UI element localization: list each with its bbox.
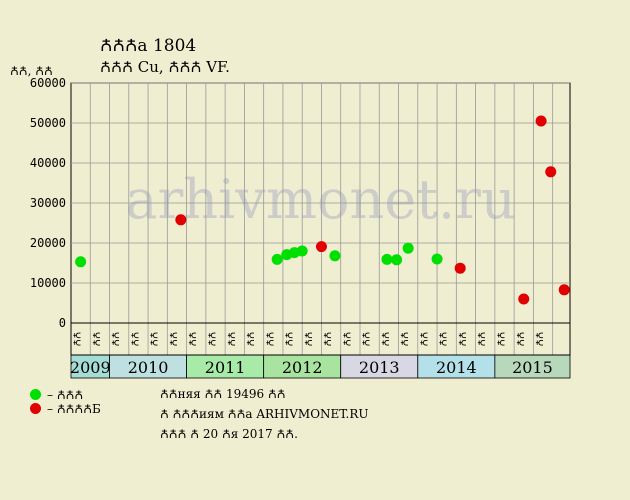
legend-red-label: – ꙈꙈꙈꙈБ <box>47 402 101 416</box>
data-point-green <box>329 250 341 262</box>
month-label: ꙈꙈ <box>477 332 488 347</box>
month-label: ꙈꙈ <box>265 332 276 347</box>
year-label: 2014 <box>436 358 477 377</box>
month-label: ꙈꙈ <box>285 332 296 347</box>
month-label: ꙈꙈ <box>458 332 469 347</box>
month-label: ꙈꙈ <box>419 332 430 347</box>
watermark: arhivmonet.ru <box>125 168 515 231</box>
month-label: ꙈꙈ <box>150 332 161 347</box>
y-tick-label: 40000 <box>30 156 66 170</box>
y-tick-label: 60000 <box>30 76 66 90</box>
scatter-chart: arhivmonet.ru 0 10000 20000 30000 40000 50000 6… <box>30 76 571 379</box>
data-point-red <box>315 241 327 253</box>
data-point-green <box>381 253 393 265</box>
y-tick-label: 30000 <box>30 196 66 210</box>
month-label: ꙈꙈ <box>130 332 141 347</box>
month-label: ꙈꙈ <box>381 332 392 347</box>
y-tick-label: 10000 <box>30 276 66 290</box>
month-label: ꙈꙈ <box>188 332 199 347</box>
legend-item-green: – ꙈꙈꙈ <box>30 386 83 403</box>
data-point-red <box>535 115 547 127</box>
data-point-green <box>402 242 414 254</box>
month-label: ꙈꙈ <box>362 332 373 347</box>
month-label: ꙈꙈ <box>227 332 238 347</box>
year-label: 2012 <box>282 358 323 377</box>
month-label: ꙈꙈ <box>207 332 218 347</box>
month-label: ꙈꙈ <box>400 332 411 347</box>
y-tick-label: 20000 <box>30 236 66 250</box>
legend-green-label: – ꙈꙈꙈ <box>47 388 84 402</box>
month-label: ꙈꙈ <box>304 332 315 347</box>
info-line-date: ꙈꙈꙈ Ꙉ 20 Ꙉя 2017 ꙈꙈ. <box>160 427 298 441</box>
info-line-average: ꙈꙈняя ꙈꙈ 19496 ꙈꙈ <box>160 387 286 401</box>
year-label: 2009 <box>70 358 111 377</box>
chart-title: ꙈꙈꙈа 1804 <box>100 36 197 56</box>
legend-red-marker <box>30 403 41 414</box>
data-point-red <box>454 262 466 274</box>
month-label: ꙈꙈ <box>111 332 122 347</box>
month-label: ꙈꙈ <box>439 332 450 347</box>
data-point-green <box>75 256 87 268</box>
data-point-green <box>296 245 308 257</box>
data-point-red <box>175 214 187 226</box>
y-axis-unit: ꙈꙈ, ꙈꙈ <box>10 64 53 78</box>
chart-subtitle: ꙈꙈꙈ Cu, ꙈꙈꙈ VF. <box>100 58 230 76</box>
year-label: 2015 <box>512 358 553 377</box>
data-point-red <box>545 166 557 178</box>
year-label: 2011 <box>205 358 246 377</box>
y-tick-label: 0 <box>59 316 66 330</box>
month-label: ꙈꙈ <box>516 332 527 347</box>
month-label: ꙈꙈ <box>535 332 546 347</box>
data-point-red <box>558 284 570 296</box>
data-point-green <box>391 254 403 266</box>
legend-item-red: – ꙈꙈꙈꙈБ <box>30 400 101 417</box>
data-point-green <box>431 253 443 265</box>
month-label: ꙈꙈ <box>73 332 84 347</box>
month-label: ꙈꙈ <box>496 332 507 347</box>
legend-green-marker <box>30 389 41 400</box>
month-axis-frame <box>70 322 571 356</box>
month-label: ꙈꙈ <box>92 332 103 347</box>
data-point-green <box>271 253 283 265</box>
month-label: ꙈꙈ <box>342 332 353 347</box>
year-label: 2010 <box>128 358 169 377</box>
month-label: ꙈꙈ <box>169 332 180 347</box>
month-label: ꙈꙈ <box>246 332 257 347</box>
y-tick-label: 50000 <box>30 116 66 130</box>
month-label: ꙈꙈ <box>323 332 334 347</box>
year-label: 2013 <box>359 358 400 377</box>
data-point-red <box>518 293 530 305</box>
info-line-source: Ꙉ ꙈꙈꙈиям ꙈꙈа ARHIVMONET.RU <box>160 407 369 421</box>
